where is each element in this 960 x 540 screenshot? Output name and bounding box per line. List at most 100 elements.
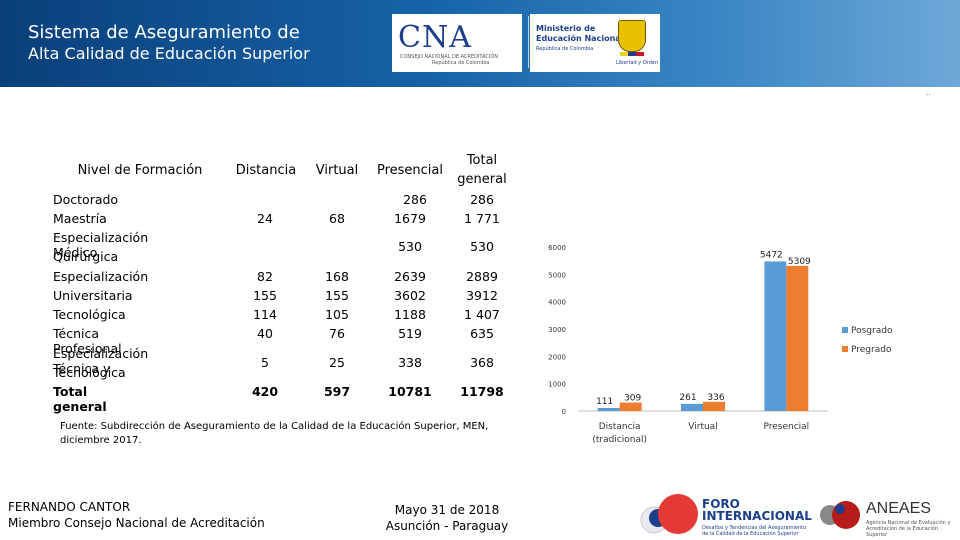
cell-total: 1 407 <box>464 307 500 322</box>
row-label: Técnica Profesional <box>53 326 122 356</box>
x-tick-label: Virtual <box>688 422 717 432</box>
event-date-line1: Mayo 31 de 2018 <box>394 503 500 517</box>
cell-total-general: 11798 <box>460 384 504 399</box>
cell-virtual-total: 597 <box>323 384 351 399</box>
header-banner: Sistema de Aseguramiento de Alta Calidad… <box>0 0 960 87</box>
legend-swatch-pregrado <box>842 346 848 352</box>
bar-data-label: 111 <box>596 397 613 407</box>
row-label: Quirúrgica <box>53 249 119 264</box>
cell-total: 530 <box>470 239 494 254</box>
foro-title-line1: FORO <box>702 497 740 511</box>
bar-pregrado <box>703 401 725 411</box>
cell-virtual: 76 <box>329 326 345 341</box>
colombia-coat-of-arms-icon <box>618 20 646 52</box>
cell-total: 2889 <box>466 269 498 284</box>
y-tick-label: 1000 <box>548 381 566 389</box>
row-label-total: Total general <box>53 384 107 414</box>
cell-total: 368 <box>470 355 494 370</box>
bar-data-label: 336 <box>707 393 724 403</box>
foro-subtitle: Desafíos y Tendencias del Aseguramiento … <box>702 525 807 537</box>
cell-distancia: 82 <box>257 269 273 284</box>
header-title-line1: Sistema de Aseguramiento de <box>28 22 300 43</box>
men-motto: Libertad y Orden <box>616 60 659 66</box>
row-label: Tecnológica <box>53 307 126 322</box>
bar-posgrado <box>681 403 703 411</box>
men-title-line2: Educación Nacional <box>536 34 624 43</box>
header-total-line2: general <box>457 172 507 187</box>
row-label: Maestría <box>53 211 107 226</box>
men-title: Ministerio de Educación Nacional <box>536 24 623 44</box>
cell-presencial: 530 <box>398 239 422 254</box>
event-date: Mayo 31 de 2018 Asunción - Paraguay <box>372 502 522 534</box>
cell-presencial: 519 <box>398 326 422 341</box>
row-label: Doctorado <box>53 192 119 207</box>
cell-distancia-total: 420 <box>251 384 279 399</box>
aneaes-title: ANEAES <box>866 500 931 517</box>
cna-subtitle-country: República de Colombia <box>432 60 490 66</box>
header-divider <box>528 16 529 68</box>
cell-presencial: 1679 <box>394 211 426 226</box>
men-logo-box: Ministerio de Educación Nacional Repúbli… <box>530 14 660 72</box>
bar-data-label: 5309 <box>788 257 811 267</box>
bar-posgrado <box>597 407 620 411</box>
men-country: República de Colombia <box>536 46 594 52</box>
y-tick-label: 3000 <box>548 326 566 334</box>
bar-data-label: 261 <box>679 393 696 403</box>
y-tick-label: 6000 <box>548 244 566 252</box>
cell-presencial: 286 <box>403 192 427 207</box>
bar-data-label: 309 <box>624 394 641 404</box>
cell-presencial-total: 10781 <box>388 384 432 399</box>
cell-presencial: 3602 <box>394 288 426 303</box>
cna-subtitle: CONSEJO NACIONAL DE ACREDITACIÓN <box>400 54 499 60</box>
bar-pregrado <box>786 265 809 411</box>
slide-marker: .. <box>926 88 932 97</box>
cna-logo-box: CNA CONSEJO NACIONAL DE ACREDITACIÓN Rep… <box>392 14 522 72</box>
cell-distancia: 155 <box>253 288 277 303</box>
header-total-line1: Total <box>466 153 498 168</box>
row-label: Especialización Técnica y <box>53 346 149 376</box>
cell-total: 286 <box>470 192 494 207</box>
bar-pregrado <box>619 402 642 411</box>
x-tick-label: (tradicional) <box>592 435 647 445</box>
cell-virtual: 168 <box>325 269 349 284</box>
colombia-flag-icon <box>620 52 644 56</box>
foro-logo-icon <box>640 494 698 534</box>
presenter-role: Miembro Consejo Nacional de Acreditación <box>8 516 265 530</box>
cell-presencial: 1188 <box>394 307 426 322</box>
aneaes-logo-icon <box>820 501 860 529</box>
legend-label-posgrado: Posgrado <box>851 326 893 336</box>
cell-distancia: 5 <box>261 355 269 370</box>
cell-total: 635 <box>470 326 494 341</box>
bar-posgrado <box>764 261 787 411</box>
cell-presencial: 338 <box>398 355 422 370</box>
row-label: Tecnológica <box>53 365 126 380</box>
legend-label-pregrado: Pregrado <box>851 345 892 355</box>
foro-title-line2: INTERNACIONAL <box>702 509 812 523</box>
cell-total: 3912 <box>466 288 498 303</box>
cell-virtual: 155 <box>325 288 349 303</box>
cell-presencial: 2639 <box>394 269 426 284</box>
header-level: Nivel de Formación <box>77 163 203 178</box>
header-distancia: Distancia <box>235 163 297 178</box>
cell-distancia: 40 <box>257 326 273 341</box>
row-label: Especialización Médico <box>53 230 149 260</box>
header-title-line2: Alta Calidad de Educación Superior <box>28 44 310 63</box>
header-presencial: Presencial <box>376 163 443 178</box>
y-tick-label: 0 <box>562 408 566 416</box>
y-tick-label: 4000 <box>548 299 566 307</box>
cell-virtual: 68 <box>329 211 345 226</box>
cell-distancia: 114 <box>253 307 277 322</box>
cell-total: 1 771 <box>464 211 500 226</box>
men-title-line1: Ministerio de <box>536 24 596 33</box>
header-virtual: Virtual <box>315 163 359 178</box>
legend-swatch-posgrado <box>842 327 848 333</box>
x-tick-label: Distancia <box>599 422 641 432</box>
presenter-name: FERNANDO CANTOR <box>8 500 131 514</box>
bar-data-label: 5472 <box>760 250 783 260</box>
cna-logo: CNA <box>398 20 472 55</box>
source-note: Fuente: Subdirección de Aseguramiento de… <box>60 421 489 446</box>
x-tick-label: Presencial <box>763 422 809 432</box>
y-tick-label: 5000 <box>548 271 566 279</box>
row-label: Especialización <box>53 269 149 284</box>
